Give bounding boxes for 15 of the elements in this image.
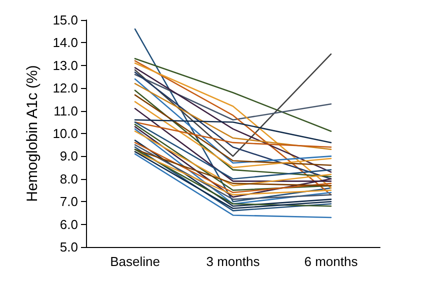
x-tick-label: 3 months [206, 254, 260, 269]
y-tick-label: 8.0 [60, 171, 78, 186]
y-tick-label: 12.0 [52, 80, 78, 96]
y-tick-label: 10.0 [52, 126, 78, 141]
y-axis-title: Hemoglobin A1c (%) [24, 65, 41, 202]
y-tick-label: 14.0 [52, 35, 78, 50]
y-tick-label: 7.0 [60, 194, 78, 210]
y-tick-label: 9.0 [60, 148, 78, 164]
y-tick-label: 13.0 [52, 58, 78, 73]
y-tick-label: 11.0 [54, 103, 78, 118]
y-tick-label: 15.0 [52, 12, 78, 28]
y-tick-label: 5.0 [60, 240, 78, 254]
x-tick-label: Baseline [110, 254, 160, 269]
y-tick-label: 6.0 [60, 216, 78, 232]
x-tick-label: 6 months [304, 254, 358, 269]
